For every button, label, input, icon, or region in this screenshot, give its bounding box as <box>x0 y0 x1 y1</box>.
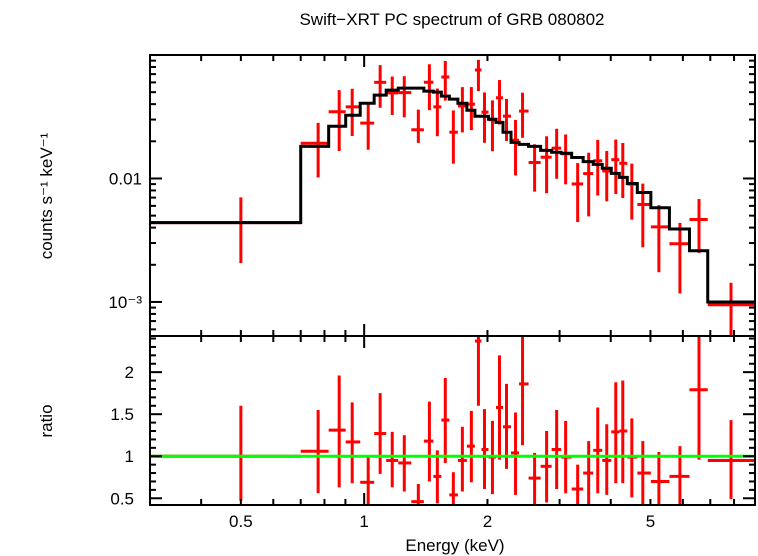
y-tick-label: 10⁻³ <box>108 293 142 312</box>
x-tick-label: 5 <box>646 512 655 531</box>
ratio-y-tick-label: 1.5 <box>110 405 134 424</box>
x-tick-label: 1 <box>359 512 368 531</box>
axes: 0.5 1 2 5 0.01 10⁻³ 0.5 1 1.5 2 <box>108 54 756 531</box>
x-tick-label: 0.5 <box>229 512 253 531</box>
y-axis-label-counts: counts s⁻¹ keV⁻¹ <box>37 132 56 259</box>
chart-title: Swift−XRT PC spectrum of GRB 080802 <box>299 10 604 29</box>
x-axis-label: Energy (keV) <box>405 536 504 555</box>
ratio-y-tick-label: 0.5 <box>110 489 134 508</box>
ratio-y-tick-label: 1 <box>125 447 134 466</box>
x-tick-label: 2 <box>483 512 492 531</box>
y-tick-label: 0.01 <box>109 169 142 188</box>
spectrum-frame <box>149 54 756 337</box>
spectrum-panel <box>150 59 755 336</box>
ratio-y-tick-label: 2 <box>125 363 134 382</box>
y-axis-label-ratio: ratio <box>37 404 56 437</box>
model-step-line <box>150 86 755 304</box>
ratio-frame <box>149 335 756 506</box>
ratio-panel <box>150 336 755 505</box>
